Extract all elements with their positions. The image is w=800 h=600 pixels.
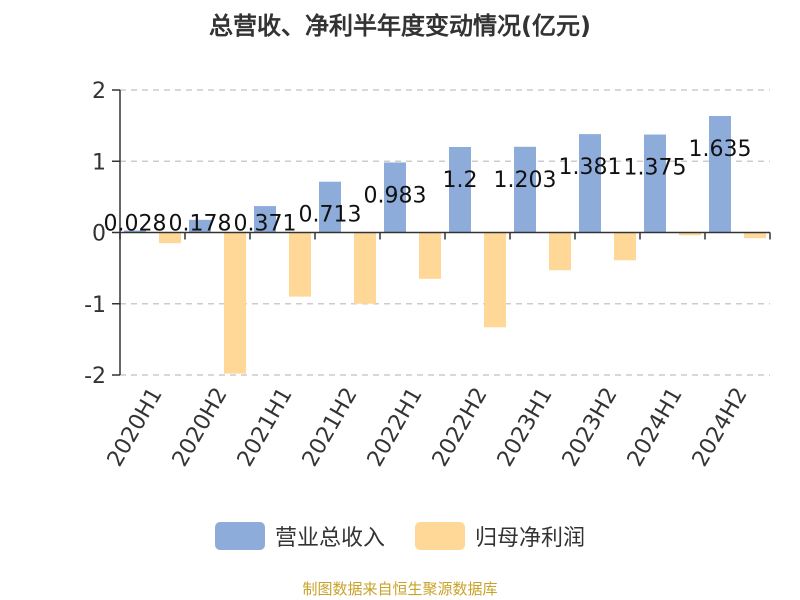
x-tick-label: 2022H2 bbox=[428, 384, 493, 471]
x-tick-label: 2021H2 bbox=[298, 384, 363, 471]
legend-item-net-profit[interactable]: 归母净利润 bbox=[415, 520, 585, 552]
legend-label-revenue: 营业总收入 bbox=[274, 526, 385, 551]
bar-revenue bbox=[254, 206, 276, 233]
bar-revenue bbox=[189, 219, 211, 233]
data-label-revenue: 1.375 bbox=[624, 156, 687, 181]
x-tick-label: 2023H2 bbox=[558, 384, 623, 471]
x-tick-label: 2021H1 bbox=[233, 384, 298, 471]
bar-net-profit bbox=[679, 232, 701, 236]
data-label-revenue: 1.2 bbox=[443, 168, 478, 193]
data-label-revenue: 1.203 bbox=[494, 168, 557, 193]
bar-revenue bbox=[514, 146, 536, 233]
data-label-revenue: 1.635 bbox=[689, 137, 752, 162]
data-label-revenue: 0.178 bbox=[169, 212, 232, 237]
x-tick-label: 2024H1 bbox=[623, 384, 688, 471]
bar-net-profit bbox=[289, 232, 311, 297]
legend: 营业总收入 归母净利润 bbox=[0, 520, 800, 552]
bar-revenue bbox=[644, 134, 666, 233]
data-label-revenue: 0.028 bbox=[104, 212, 167, 237]
x-tick-label: 2020H2 bbox=[168, 384, 233, 471]
bar-net-profit bbox=[354, 232, 376, 304]
x-tick-label: 2022H1 bbox=[363, 384, 428, 471]
legend-label-net-profit: 归母净利润 bbox=[475, 526, 586, 551]
y-tick-label: -2 bbox=[84, 364, 106, 389]
legend-item-revenue[interactable]: 营业总收入 bbox=[214, 520, 385, 552]
bar-revenue bbox=[449, 147, 471, 233]
bar-net-profit bbox=[224, 232, 246, 374]
bar-revenue bbox=[709, 116, 731, 233]
x-tick-label: 2024H2 bbox=[688, 384, 753, 471]
y-tick-label: -1 bbox=[84, 293, 106, 318]
bar-revenue bbox=[384, 162, 406, 233]
bar-revenue bbox=[579, 134, 601, 233]
legend-swatch-net-profit bbox=[415, 522, 465, 550]
bar-net-profit bbox=[484, 232, 506, 328]
data-label-revenue: 0.983 bbox=[364, 183, 427, 208]
chart-title: 总营收、净利半年度变动情况(亿元) bbox=[209, 12, 591, 40]
bar-net-profit bbox=[419, 232, 441, 279]
data-label-revenue: 1.381 bbox=[559, 155, 622, 180]
x-tick-label: 2020H1 bbox=[103, 384, 168, 471]
x-tick-label: 2023H1 bbox=[493, 384, 558, 471]
legend-swatch-revenue bbox=[214, 522, 265, 550]
bar-revenue bbox=[124, 230, 146, 233]
bar-net-profit bbox=[744, 232, 766, 239]
source-note: 制图数据来自恒生聚源数据库 bbox=[302, 580, 498, 598]
y-tick-label: 2 bbox=[92, 79, 106, 104]
bar-revenue bbox=[319, 181, 341, 233]
data-label-revenue: 0.371 bbox=[234, 212, 297, 237]
bar-net-profit bbox=[159, 232, 181, 244]
y-tick-label: 1 bbox=[92, 150, 106, 175]
bar-net-profit bbox=[614, 232, 636, 261]
y-tick-label: 0 bbox=[92, 222, 106, 247]
bar-net-profit bbox=[549, 232, 571, 271]
data-label-revenue: 0.713 bbox=[299, 203, 362, 228]
